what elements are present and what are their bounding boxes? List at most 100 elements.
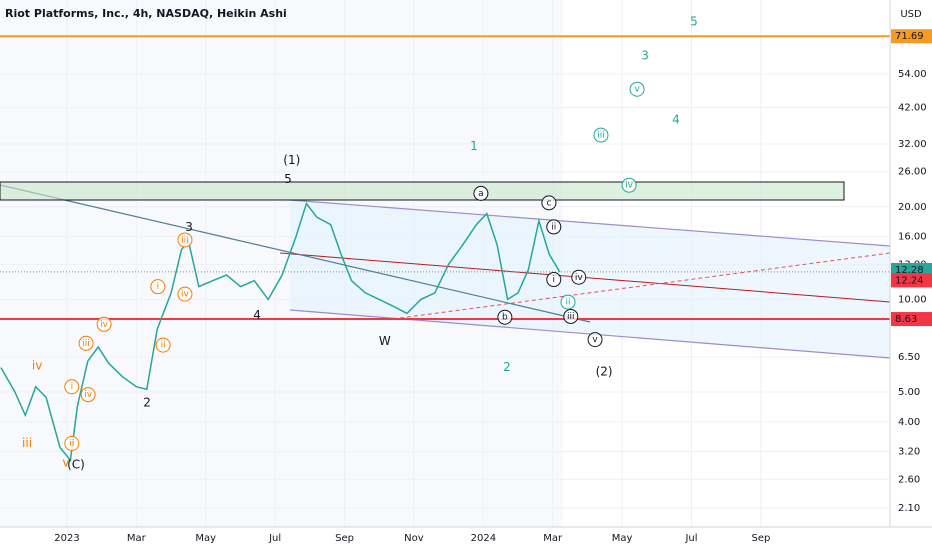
channel-upper [289, 199, 891, 247]
wave-circle [80, 387, 96, 403]
x-tick-label: Mar [127, 533, 147, 544]
wave-circle [64, 379, 80, 395]
wave-label: a [478, 189, 484, 199]
wave-label: iii [181, 235, 189, 245]
wave-circle [546, 219, 562, 235]
wave-label: ii [69, 439, 74, 449]
wave-label: c [546, 198, 551, 208]
wave-circle [497, 309, 513, 325]
y-tick-label: 20.00 [898, 202, 927, 213]
wave-label: 3 [641, 48, 649, 62]
wave-circle [155, 337, 171, 353]
wave-circle [629, 81, 645, 97]
wave-label: (1) [283, 153, 300, 167]
wave-circle [78, 335, 94, 351]
price-tag [891, 312, 932, 327]
wave-label: ii [161, 341, 166, 351]
wave-label: 2 [503, 360, 511, 374]
y-tick-label: 3.20 [898, 447, 920, 458]
x-tick-label: Sep [335, 533, 354, 544]
y-tick-label: 5.00 [898, 387, 920, 398]
y-tick-label: 4.00 [898, 417, 920, 428]
y-tick-label: 6.50 [898, 352, 920, 363]
wave-circle [546, 272, 562, 288]
wave-label: 5 [690, 15, 698, 29]
wave-circle [560, 294, 576, 310]
wave-circle [177, 286, 193, 302]
wave-label: b [502, 313, 508, 323]
price-tag-label: 71.69 [895, 31, 924, 42]
wave-label: v [62, 455, 69, 469]
trend-line [0, 184, 591, 323]
y-tick-label: 2.60 [898, 474, 920, 485]
wave-label: v [592, 335, 598, 345]
x-tick-label: May [195, 533, 216, 544]
x-tick-label: Nov [404, 533, 424, 544]
y-tick-label: 32.00 [898, 139, 927, 150]
channel-lower [289, 309, 891, 359]
wave-label: iv [625, 181, 634, 191]
x-tick-label: May [612, 533, 633, 544]
x-tick-label: Jul [684, 533, 697, 544]
currency: USD [900, 9, 922, 20]
wave-label: iii [567, 312, 575, 322]
price-line [0, 201, 561, 463]
wave-label: iii [82, 339, 90, 349]
wave-label: ii [565, 298, 570, 308]
wave-label: i [157, 282, 160, 292]
x-tick-label: Sep [751, 533, 770, 544]
wave-label: iv [181, 290, 190, 300]
wave-label: 5 [284, 172, 292, 186]
chart-title: Riot Platforms, Inc., 4h, NASDAQ, Heikin… [5, 7, 287, 20]
wave-label: iv [84, 390, 93, 400]
wave-circle [593, 127, 609, 143]
y-tick-label: 16.00 [898, 232, 927, 243]
wave-circle [150, 279, 166, 295]
x-tick-label: Jul [268, 533, 281, 544]
price-tag [891, 29, 932, 44]
wave-circle [177, 232, 193, 248]
wave-label: iii [22, 436, 32, 450]
wave-circle [473, 185, 489, 201]
x-tick-label: 2024 [471, 533, 496, 544]
price-tag [891, 273, 932, 288]
wave-label: (2) [596, 365, 613, 379]
y-tick-label: 54.00 [898, 69, 927, 80]
wave-label: (C) [67, 457, 85, 471]
wave-circle [563, 308, 579, 324]
wave-label: W [379, 334, 391, 348]
dashed-trend [399, 252, 891, 319]
wave-label: 4 [672, 112, 680, 126]
wave-label: 1 [470, 139, 478, 153]
wave-label: iv [575, 273, 584, 283]
wave-circle [571, 269, 587, 285]
wave-label: iv [100, 320, 109, 330]
wave-label: i [553, 275, 556, 285]
price-tag-label: 12.28 [895, 265, 924, 276]
y-tick-label: 42.00 [898, 103, 927, 114]
wave-circle [587, 332, 603, 348]
y-tick-label: 26.00 [898, 167, 927, 178]
x-tick-label: Mar [543, 533, 563, 544]
wave-circle [96, 316, 112, 332]
wave-label: ii [551, 222, 556, 232]
wave-label: iii [597, 131, 605, 141]
axes: 54.0042.0032.0026.0020.0016.0013.0010.00… [54, 29, 932, 544]
wave-label: v [634, 85, 640, 95]
wave-label: 2 [143, 396, 151, 410]
resistance-zone [0, 181, 845, 201]
y-tick-label: 10.00 [898, 294, 927, 305]
y-tick-label: 2.10 [898, 503, 920, 514]
wave-label: iv [32, 359, 42, 373]
price-tag-label: 8.63 [895, 314, 917, 325]
wave-label: 4 [253, 308, 261, 322]
wave-label: 3 [185, 220, 193, 234]
wave-circle [541, 195, 557, 211]
x-tick-label: 2023 [54, 533, 79, 544]
wave-circle [64, 436, 80, 452]
wave-label: i [71, 382, 74, 392]
price-tag-label: 12.24 [895, 275, 924, 286]
wave-circle [621, 177, 637, 193]
